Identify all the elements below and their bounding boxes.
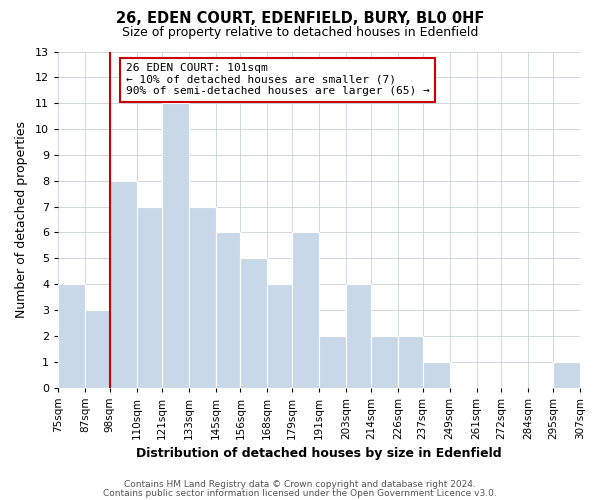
Bar xyxy=(110,180,137,388)
Text: Contains public sector information licensed under the Open Government Licence v3: Contains public sector information licen… xyxy=(103,489,497,498)
Y-axis label: Number of detached properties: Number of detached properties xyxy=(15,121,28,318)
X-axis label: Distribution of detached houses by size in Edenfield: Distribution of detached houses by size … xyxy=(136,447,502,460)
Bar xyxy=(398,336,422,388)
Bar xyxy=(292,232,319,388)
Text: 26 EDEN COURT: 101sqm
← 10% of detached houses are smaller (7)
90% of semi-detac: 26 EDEN COURT: 101sqm ← 10% of detached … xyxy=(126,64,430,96)
Bar xyxy=(553,362,580,388)
Bar xyxy=(346,284,371,388)
Bar xyxy=(319,336,346,388)
Bar xyxy=(161,103,188,388)
Bar xyxy=(241,258,268,388)
Text: 26, EDEN COURT, EDENFIELD, BURY, BL0 0HF: 26, EDEN COURT, EDENFIELD, BURY, BL0 0HF xyxy=(116,11,484,26)
Bar xyxy=(371,336,398,388)
Text: Contains HM Land Registry data © Crown copyright and database right 2024.: Contains HM Land Registry data © Crown c… xyxy=(124,480,476,489)
Bar xyxy=(422,362,449,388)
Bar xyxy=(137,206,161,388)
Bar xyxy=(268,284,292,388)
Bar xyxy=(215,232,241,388)
Bar xyxy=(58,284,85,388)
Bar xyxy=(85,310,110,388)
Text: Size of property relative to detached houses in Edenfield: Size of property relative to detached ho… xyxy=(122,26,478,39)
Bar xyxy=(188,206,215,388)
